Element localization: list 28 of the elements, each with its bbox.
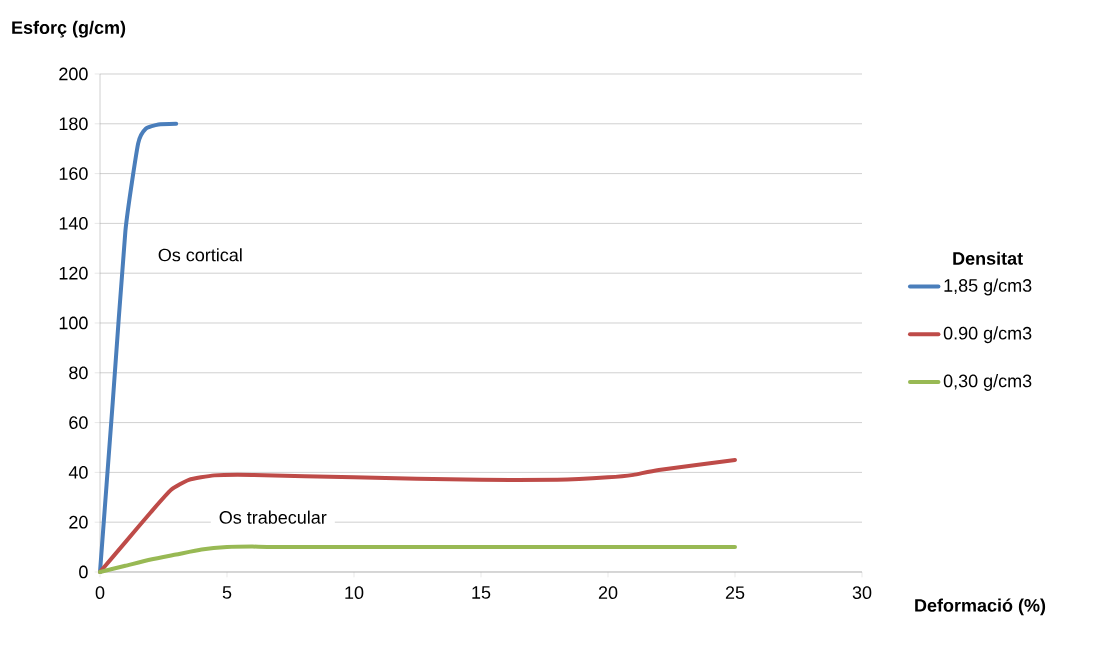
y-tick-label: 180 <box>59 117 88 131</box>
y-tick-label: 120 <box>59 266 88 280</box>
legend-label: 1,85 g/cm3 <box>944 278 1032 296</box>
y-tick-label: 40 <box>68 466 88 479</box>
line-series <box>98 121 179 574</box>
x-tick-label: 10 <box>345 586 364 599</box>
y-tick-label: 20 <box>69 515 88 529</box>
x-tick-label: 30 <box>852 586 872 599</box>
x-tick-label: 15 <box>472 586 491 599</box>
legend-label: 0,30 g/cm3 <box>943 374 1032 391</box>
x-axis-title: Deformació (%) <box>915 598 1046 616</box>
x-tick-label: 5 <box>222 586 232 599</box>
y-tick-label: 0 <box>79 565 88 579</box>
line-series <box>98 544 737 574</box>
y-tick-label: 80 <box>69 366 88 380</box>
legend-label: 0.90 g/cm3 <box>943 326 1032 344</box>
x-tick-label: 0 <box>95 586 105 599</box>
x-tick-label: 20 <box>598 586 618 599</box>
y-tick-label: 60 <box>69 416 88 429</box>
y-tick-label: 200 <box>59 67 88 81</box>
annotation: Os trabecular <box>219 510 327 524</box>
y-tick-label: 100 <box>59 316 88 330</box>
x-tick-label: 25 <box>725 586 745 599</box>
y-tick-label: 140 <box>59 217 88 230</box>
y-tick-label: 160 <box>59 167 88 180</box>
y-axis-title: Esforç (g/cm) <box>12 20 126 38</box>
annotation: Os cortical <box>158 248 242 262</box>
legend-title: Densitat <box>953 251 1023 265</box>
